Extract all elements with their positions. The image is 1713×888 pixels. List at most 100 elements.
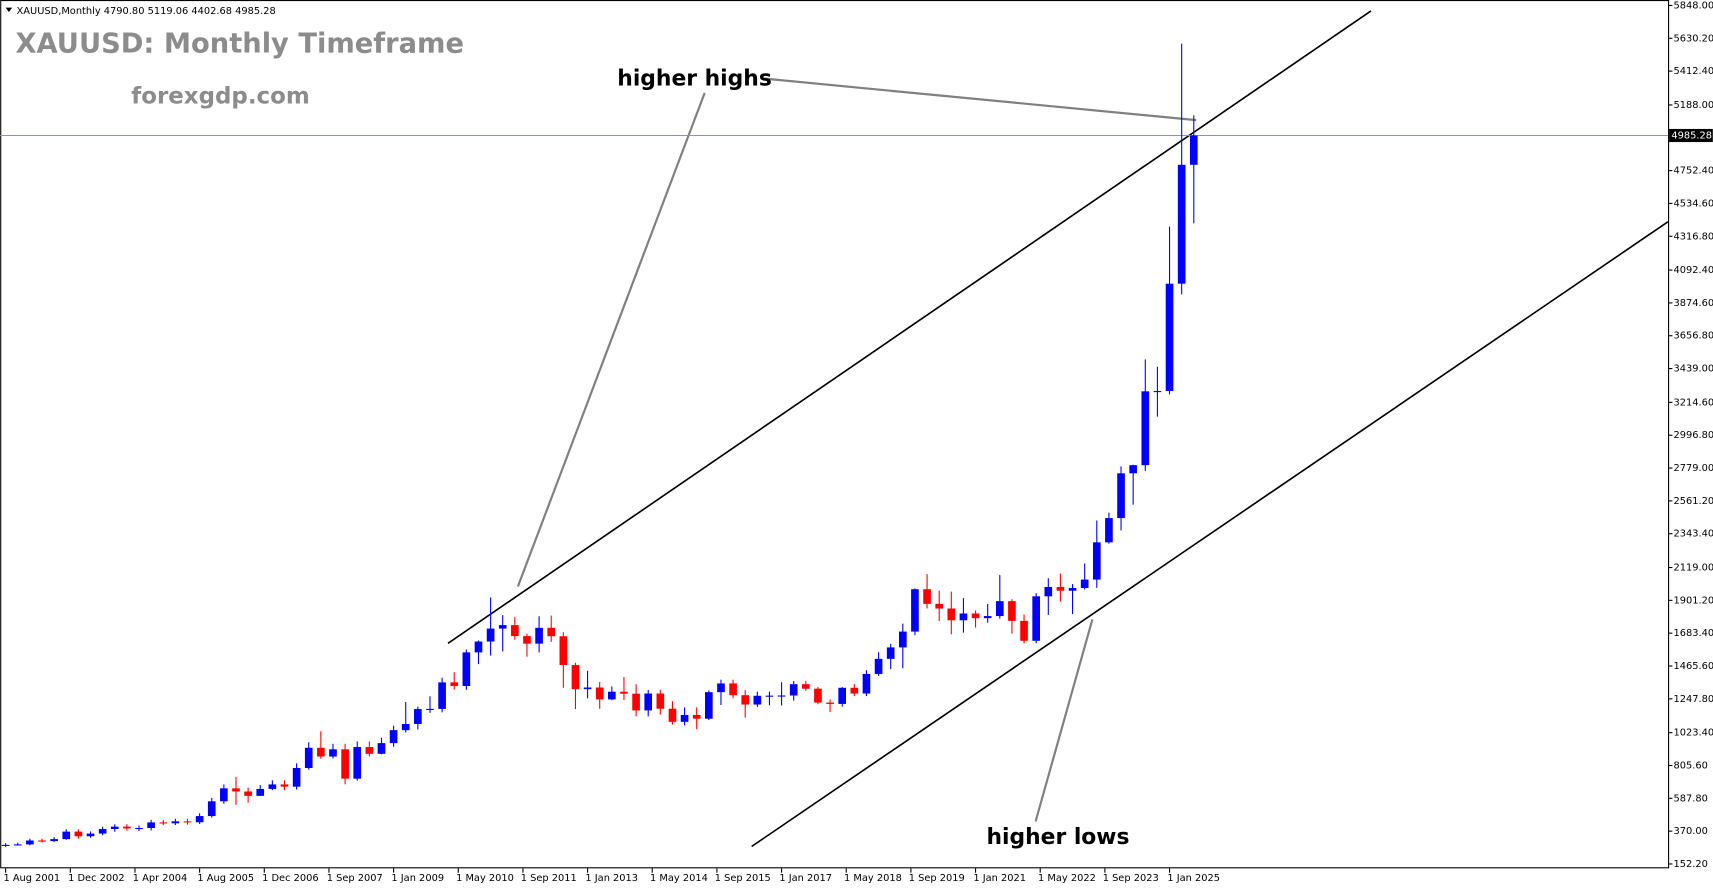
candle-body [777,695,786,697]
candle-body [26,840,34,845]
candle-body [329,749,337,757]
candle-body [608,691,616,700]
candle-body [110,826,119,830]
y-tick-label: 1683.40 [1674,628,1713,639]
candle-body [195,816,204,823]
candle-body [753,695,762,705]
y-tick-label: 5412.40 [1674,66,1713,77]
x-tick-label: 1 Sep 2015 [715,873,771,884]
candle-body [256,788,265,796]
chart-title: XAUUSD: Monthly Timeframe [15,28,464,59]
upper-trend-line [447,10,1372,645]
candle-body [232,788,240,792]
candle-body [462,652,471,686]
y-tick-label: 3214.60 [1674,397,1713,408]
candle-body [789,684,798,696]
candle-body [414,709,422,724]
y-tick-label: 5630.20 [1674,33,1713,44]
y-tick-label: 2561.20 [1674,496,1713,507]
candle-body [911,589,919,632]
x-tick-label: 1 Sep 2023 [1103,873,1159,884]
candle-body [801,684,810,689]
candle-body [644,693,653,711]
plot-frame [0,0,1670,869]
y-tick-label: 2343.40 [1674,529,1713,540]
candle-body [498,625,507,629]
candle-body [365,747,374,754]
candle-body [341,749,349,779]
candle-body [147,822,155,828]
candle-body [959,613,968,621]
candle-body [1020,620,1028,641]
candle-body [244,791,252,796]
candle-body [595,687,604,700]
candle-body [292,767,301,787]
candle-body [1177,164,1186,284]
candle-body [220,788,228,802]
candle-body [207,801,216,817]
candle-body [632,693,640,711]
candle-body [1105,518,1113,543]
candle-body [705,692,713,719]
candle-body [86,833,95,837]
candle-body [1117,473,1125,519]
x-tick-label: 1 Jan 2021 [973,873,1026,884]
chart-header: XAUUSD,Monthly 4790.80 5119.06 4402.68 4… [17,6,276,17]
y-tick-label: 5848.00 [1674,0,1713,11]
x-tick-label: 1 Jan 2009 [391,873,444,884]
annotation: higher highs [617,67,772,92]
candle-body [1080,579,1089,589]
candle-body [983,616,992,619]
x-tick-label: 1 Sep 2011 [521,873,577,884]
y-tick-label: 1465.60 [1674,661,1713,672]
candle-body [656,693,665,709]
y-tick-label: 1023.40 [1674,728,1713,739]
candle-body [547,627,556,637]
candle-body [862,673,871,694]
candle-body [401,723,410,731]
candle-body [1165,283,1174,392]
y-tick-label: 5188.00 [1674,100,1713,111]
y-tick-label: 3656.80 [1674,331,1713,342]
pointer-line [516,92,706,587]
x-tick-label: 1 Sep 2019 [909,873,965,884]
candle-body [874,658,883,674]
y-tick-label: 587.80 [1674,793,1708,804]
candle-body [826,702,834,704]
candle-body [13,844,22,846]
candle-body [377,743,386,754]
candle-body [183,821,192,823]
candle-body [50,839,58,842]
y-tick-label: 3439.00 [1674,364,1713,375]
candle-body [317,747,325,757]
candle-body [38,840,46,842]
last-price-box [1669,128,1713,143]
candle-body [668,708,677,722]
candle-body [389,730,398,744]
candle-body [171,821,180,824]
candle-body [135,827,143,830]
candle-body [680,714,689,722]
x-tick-label: 1 May 2018 [844,873,902,884]
candle-body [123,826,131,829]
candle-body [304,747,313,768]
y-tick-label: 370.00 [1674,826,1708,837]
candle-body [971,613,980,619]
x-tick-label: 1 Sep 2007 [327,873,383,884]
candle-body [280,784,289,787]
candle-body [765,695,774,697]
candle-body [923,589,931,604]
candle-body [1032,596,1040,641]
lower-trend-line [751,221,1669,848]
candle-body [692,714,701,719]
candle-body [1056,586,1065,591]
x-tick-label: 1 Aug 2005 [197,873,254,884]
candle-body [850,687,859,694]
x-tick-label: 1 May 2022 [1038,873,1096,884]
candle-body [583,687,592,690]
x-tick-label: 1 Jan 2013 [585,873,638,884]
x-tick-label: 1 Aug 2001 [3,873,60,884]
candle-body [1129,465,1137,474]
candle-body [511,625,519,637]
